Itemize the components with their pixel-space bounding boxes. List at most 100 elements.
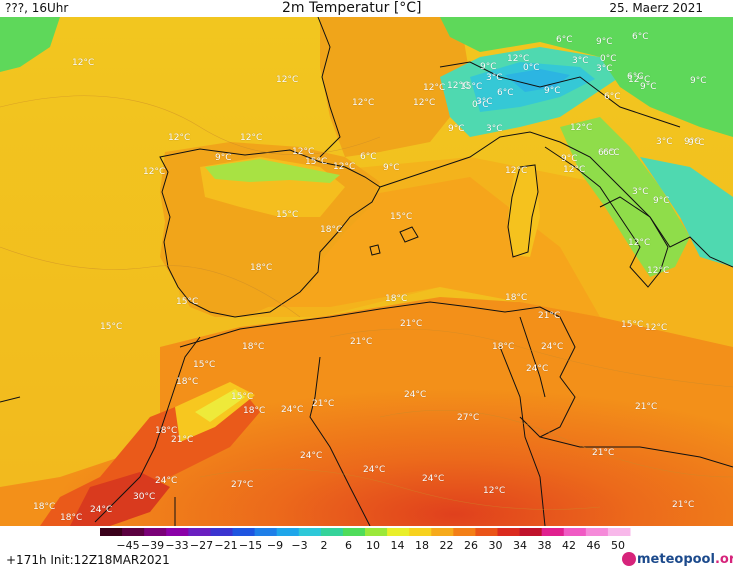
temperature-label: 12°C	[333, 162, 356, 172]
legend-tick: −45	[116, 539, 139, 552]
temperature-label: 0°C	[523, 63, 540, 73]
temperature-label: 21°C	[350, 337, 373, 347]
temperature-label: 3°C	[476, 97, 493, 107]
temperature-label: 6°C	[497, 88, 514, 98]
temperature-label: 3°C	[572, 56, 589, 66]
temperature-label: 12°C	[483, 486, 506, 496]
temperature-label: 18°C	[492, 342, 515, 352]
temperature-label: 15°C	[231, 392, 254, 402]
temperature-label: 24°C	[90, 505, 113, 515]
temperature-label: 12°C	[447, 81, 470, 91]
temperature-label: 9°C	[684, 137, 701, 147]
temperature-label: 9°C	[383, 163, 400, 173]
temperature-label: 18°C	[505, 293, 528, 303]
legend-swatch	[497, 528, 521, 536]
legend-tick: 46	[587, 539, 601, 552]
temperature-label: 24°C	[281, 405, 304, 415]
run-info: +171h Init:12Z18MAR2021	[6, 553, 170, 567]
legend-tick: 14	[391, 539, 405, 552]
temperature-label: 18°C	[385, 294, 408, 304]
temperature-label: 3°C	[486, 124, 503, 134]
legend-tick: 38	[538, 539, 552, 552]
temperature-label: 12°C	[143, 167, 166, 177]
legend-tick: −21	[214, 539, 237, 552]
legend-swatch	[100, 528, 123, 536]
temperature-label: 18°C	[33, 502, 56, 512]
temperature-label: 24°C	[526, 364, 549, 374]
temperature-label: 6°C	[360, 152, 377, 162]
legend-swatch	[166, 528, 189, 536]
temperature-label: 6°C	[603, 148, 620, 158]
temperature-label: 18°C	[242, 342, 265, 352]
temperature-label: 15°C	[621, 320, 644, 330]
temperature-label: 12°C	[168, 133, 191, 143]
legend-swatch	[519, 528, 543, 536]
legend-swatch	[144, 528, 167, 536]
temperature-label: 12°C	[413, 98, 436, 108]
logo-suffix: .org	[714, 552, 733, 567]
temperature-label: 9°C	[640, 82, 657, 92]
legend-swatch	[298, 528, 322, 536]
legend-swatch	[232, 528, 256, 536]
legend-tick: 30	[489, 539, 503, 552]
temperature-label: 15°C	[176, 297, 199, 307]
color-scale-legend: −45 −39 −33 −27 −21 −15 −9 −3 2 6 10 14 18 22 26 30 34 38…	[100, 528, 631, 552]
temperature-label: 12°C	[240, 133, 263, 143]
temperature-label: 12°C	[276, 75, 299, 85]
legend-swatch	[563, 528, 587, 536]
legend-swatch	[122, 528, 145, 536]
temperature-label: 9°C	[653, 196, 670, 206]
temperature-label: 0°C	[472, 100, 489, 110]
temperature-label: 12°C	[423, 83, 446, 93]
legend-tick: −9	[267, 539, 283, 552]
temperature-label: 15°C	[276, 210, 299, 220]
temperature-label: 12°C	[507, 54, 530, 64]
forecast-date: 25. Maerz 2021	[609, 1, 703, 15]
temperature-label: 9°C	[215, 153, 232, 163]
legend-swatch	[431, 528, 454, 536]
legend-tick-labels: −45 −39 −33 −27 −21 −15 −9 −3 2 6 10 14 18 22 26 30 34 38…	[116, 539, 625, 552]
legend-tick: −15	[239, 539, 262, 552]
temperature-label: 21°C	[538, 311, 561, 321]
map-header: ???, 16Uhr 2m Temperatur [°C] 25. Maerz …	[0, 0, 733, 17]
temperature-label: 12°C	[72, 58, 95, 68]
temperature-label: 12°C	[645, 323, 668, 333]
legend-tick: 42	[562, 539, 576, 552]
temperature-label: 12°C	[505, 166, 528, 176]
temperature-label: 12°C	[570, 123, 593, 133]
temperature-label: 3°C	[596, 64, 613, 74]
legend-tick: −3	[291, 539, 307, 552]
legend-tick: 10	[366, 539, 380, 552]
temperature-label: 18°C	[320, 225, 343, 235]
temperature-label: 18°C	[243, 406, 266, 416]
temperature-label: 12°C	[628, 75, 651, 85]
temperature-label: 21°C	[672, 500, 695, 510]
legend-tick: 50	[611, 539, 625, 552]
temperature-label: 21°C	[400, 319, 423, 329]
temperature-map[interactable]	[0, 17, 733, 526]
valid-time-label: ???, 16Uhr	[5, 1, 69, 15]
meteopool-logo-icon	[622, 552, 636, 566]
meteopool-logo[interactable]: meteopool.org	[637, 552, 733, 567]
legend-swatch	[607, 528, 631, 536]
temperature-label: 15°C	[305, 157, 328, 167]
legend-tick: 22	[440, 539, 454, 552]
temperature-label: 15°C	[460, 82, 483, 92]
legend-tick: 18	[415, 539, 429, 552]
temperature-label: 18°C	[60, 513, 83, 523]
temperature-label: 9°C	[690, 76, 707, 86]
temperature-label: 21°C	[635, 402, 658, 412]
temperature-label: 24°C	[300, 451, 323, 461]
temperature-label: 27°C	[457, 413, 480, 423]
temperature-label: 9°C	[480, 62, 497, 72]
temperature-label: 24°C	[541, 342, 564, 352]
logo-text: meteopool	[637, 552, 715, 567]
legend-bar	[100, 528, 631, 536]
temperature-label: 12°C	[563, 165, 586, 175]
legend-swatch	[409, 528, 432, 536]
temperature-label: 9°C	[596, 37, 613, 47]
temperature-label: 9°C	[544, 86, 561, 96]
legend-swatch	[585, 528, 609, 536]
temperature-label: 30°C	[133, 492, 156, 502]
temperature-label: 12°C	[628, 238, 651, 248]
